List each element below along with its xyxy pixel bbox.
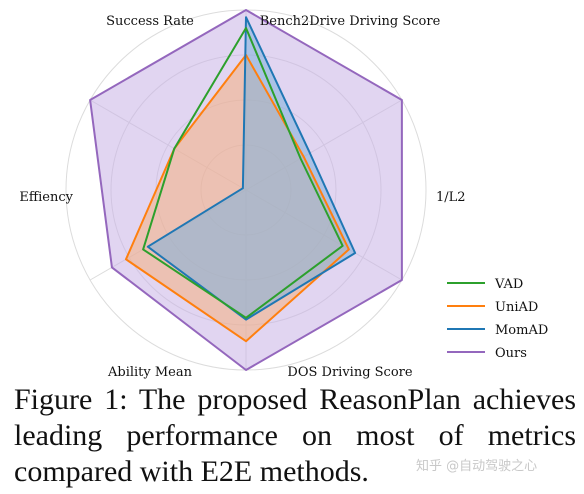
series-fill-momad [147,17,356,320]
series-fills [90,10,402,370]
series-line-vad [142,27,344,319]
legend-label-ours: Ours [495,346,527,361]
series-line-momad [146,16,357,321]
legend-label-momad: MomAD [495,323,548,338]
axis-label-1: Success Rate [106,14,194,29]
series-lines [89,9,403,371]
axis-labels: Success Rate Bench2Drive Driving Score 1/L… [19,14,465,380]
series-line-ours [89,9,403,371]
axis-label-2: Bench2Drive Driving Score [260,14,441,29]
axis-label-3: 1/L2 [436,190,466,205]
legend-label-vad: VAD [494,277,523,292]
figure-caption: Figure 1: The proposed ReasonPlan achiev… [14,383,576,488]
axis-label-4: DOS Driving Score [287,365,412,380]
legend: VAD UniAD MomAD Ours [447,277,548,361]
legend-label-uniad: UniAD [495,300,538,315]
axis-label-6: Effiency [19,190,73,205]
watermark: 知乎 @自动驾驶之心 [416,459,538,474]
axis-label-5: Ability Mean [107,365,193,380]
